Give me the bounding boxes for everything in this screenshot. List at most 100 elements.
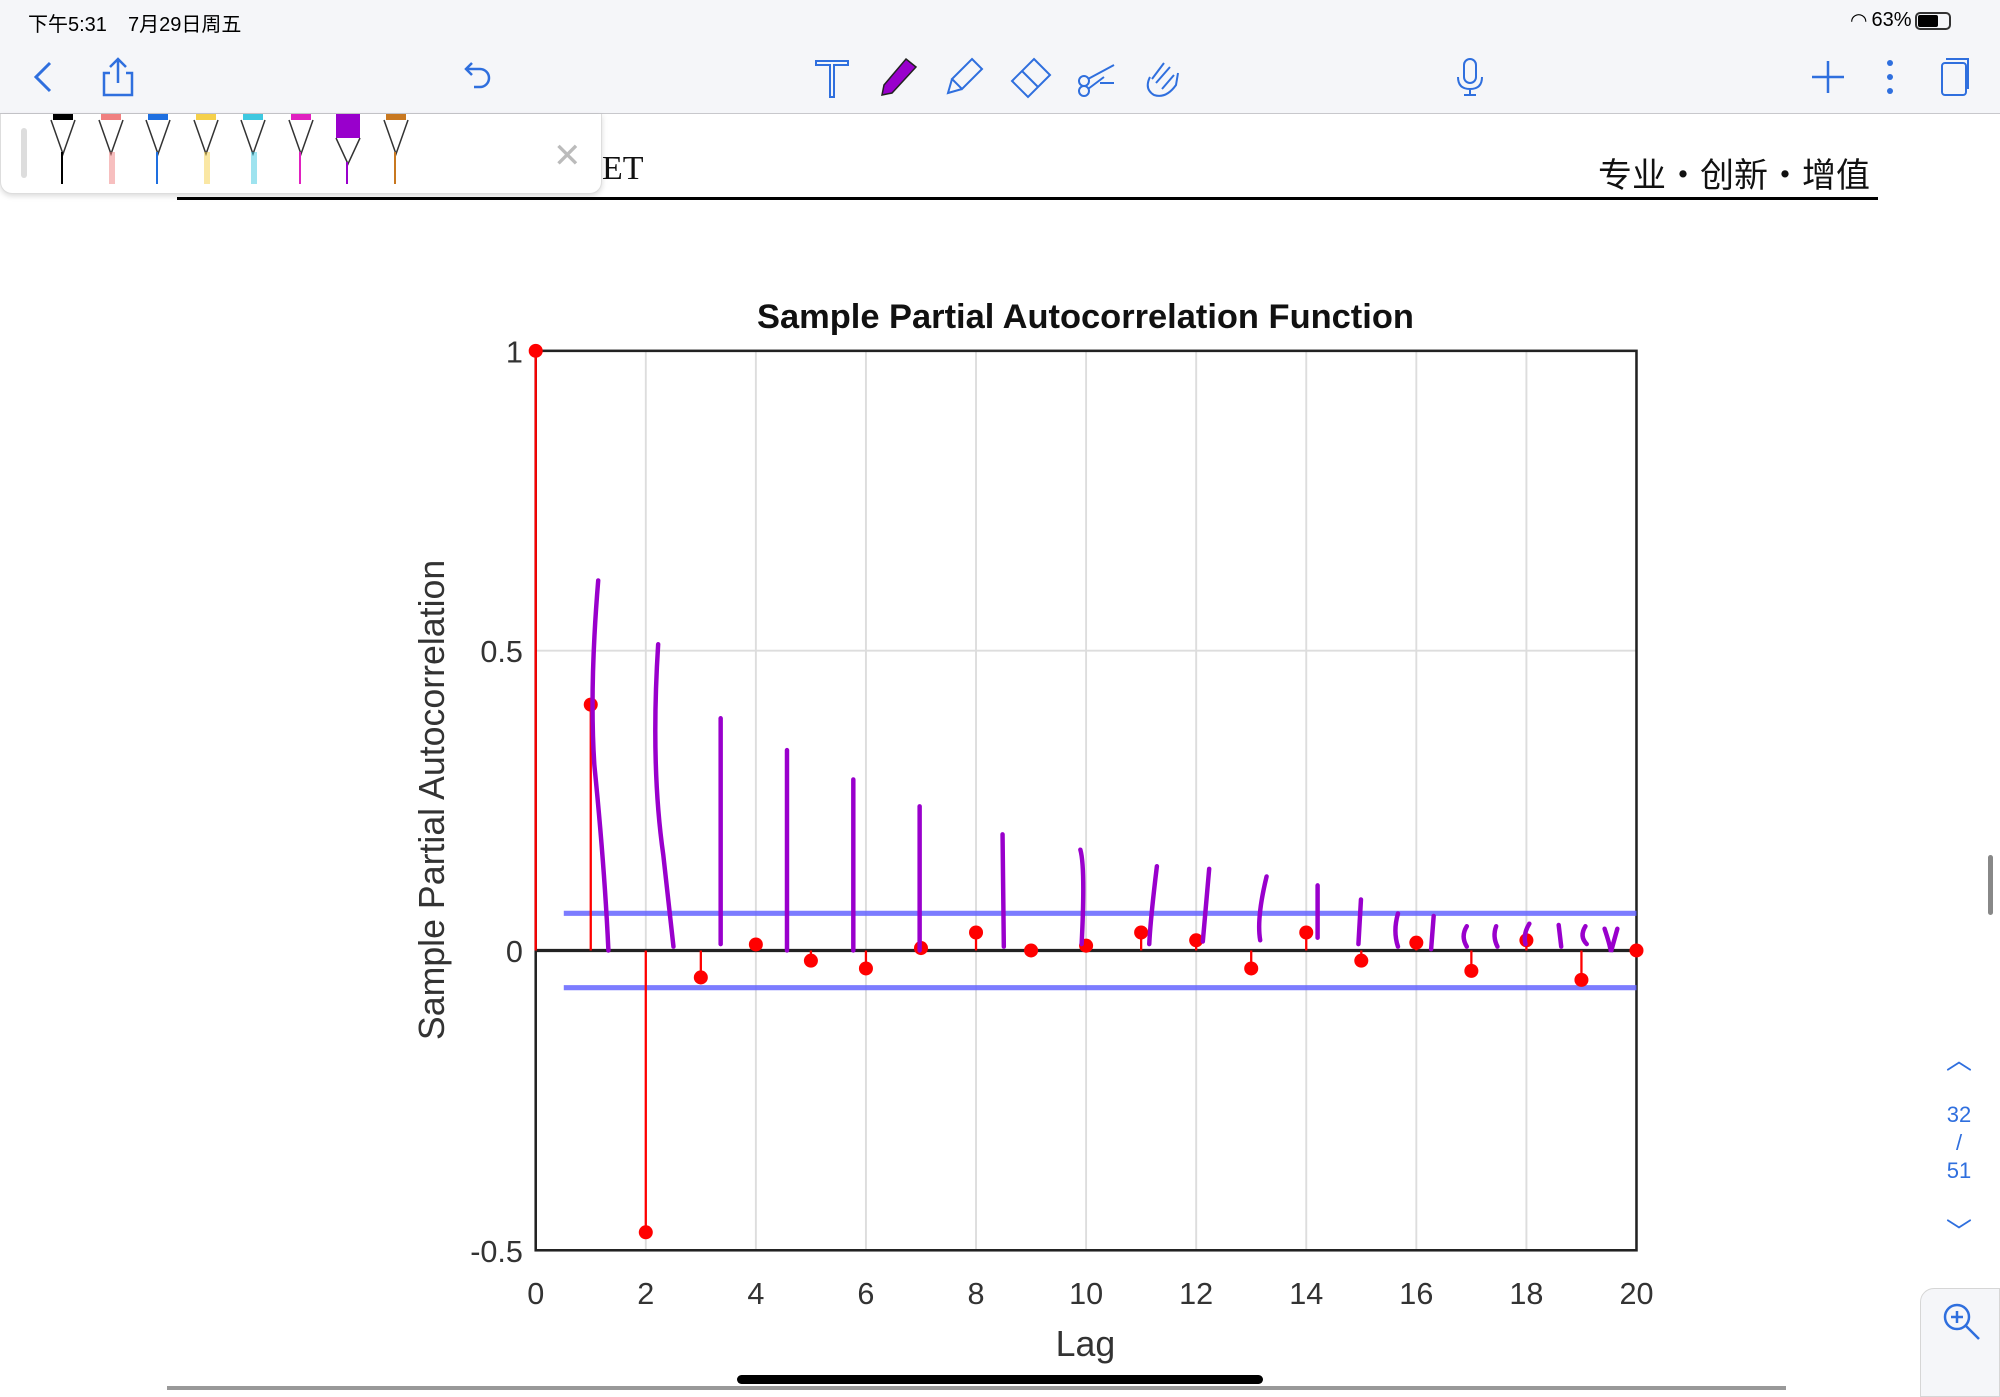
microphone-button[interactable] [1446,52,1494,102]
header-right-text: 专业・创新・增值 [1598,158,1870,195]
stem-marker [638,1225,653,1240]
close-tray-icon[interactable]: ✕ [553,137,582,175]
stem-marker [1464,963,1479,978]
x-tick-label: 2 [637,1277,654,1311]
x-tick-label: 4 [747,1277,764,1311]
pen-color-0[interactable] [41,114,85,190]
x-tick-label: 0 [527,1277,544,1311]
status-date: 7月29日周五 [128,14,242,36]
battery-percent: 63% [1871,9,1912,31]
stem-marker [1629,943,1644,958]
x-tick-label: 16 [1399,1277,1433,1311]
text-tool[interactable] [808,52,856,102]
share-button[interactable] [94,52,142,102]
x-axis-label: Lag [1056,1324,1116,1364]
back-button[interactable] [20,52,68,102]
pencil-icon [240,114,266,184]
microphone-icon [1457,58,1483,96]
top-toolbar: 下午5:31 7月29日周五 ◠ 63% [0,0,2000,114]
back-icon [33,61,52,93]
header-left-text: ET [602,150,644,187]
stem-marker [803,953,818,968]
zoom-button[interactable] [1920,1288,2000,1397]
eraser-tool[interactable] [1006,52,1054,102]
status-time: 下午5:31 [28,14,107,36]
pen-tray: ✕ [0,114,602,194]
eraser-icon [1010,57,1052,99]
scrollbar[interactable] [1988,855,1993,915]
header-rule [177,197,1878,200]
add-button[interactable] [1804,52,1852,102]
pen-color-6[interactable] [326,114,370,190]
tray-drag-handle[interactable] [21,128,27,178]
pencil-icon [382,114,409,184]
x-tick-label: 8 [968,1277,985,1311]
stem-marker [528,343,543,358]
pencil-icon [335,114,361,184]
page-bottom-edge [167,1386,1786,1390]
pen-tool-icon [881,57,918,96]
pen-color-3[interactable] [184,114,228,190]
stem-marker [858,961,873,976]
stem-marker [1409,935,1424,950]
stem-marker [693,970,708,985]
stem-marker [969,925,984,940]
touch-tool[interactable] [1138,52,1186,102]
pages-button[interactable] [1930,52,1978,102]
lasso-scissors-icon [1078,64,1115,97]
pencil-icon [97,114,124,184]
pen-color-1[interactable] [89,114,133,190]
page-up-button[interactable]: ︿ [1945,1045,1972,1075]
page-down-button[interactable]: ﹀ [1945,1217,1972,1247]
page-current: 32 [1946,1102,1972,1127]
pen-color-4[interactable] [231,114,275,190]
pencil-icon [50,114,76,184]
highlighter-tool[interactable] [940,52,988,102]
x-tick-label: 20 [1619,1277,1653,1311]
page-separator: / [1955,1130,1963,1155]
home-indicator[interactable] [737,1375,1263,1384]
more-button[interactable] [1866,52,1914,102]
x-tick-label: 18 [1509,1277,1543,1311]
undo-icon [464,62,491,89]
lasso-tool[interactable] [1072,52,1120,102]
pen-color-2[interactable] [136,114,180,190]
handwritten-annotations [590,578,1620,953]
add-icon [1812,61,1844,93]
stem-marker [1574,972,1589,987]
undo-button[interactable] [452,52,500,102]
pages-icon [1941,58,1969,96]
chart-title: Sample Partial Autocorrelation Function [757,298,1414,336]
stem-marker [1024,943,1039,958]
pencil-icon [145,114,171,184]
status-right: ◠ 63% [1850,8,1952,33]
stem-marker [748,937,763,952]
pencil-icon [192,114,219,184]
more-icon [1887,60,1893,94]
stem-marker [1189,933,1204,948]
x-tick-label: 14 [1289,1277,1323,1311]
y-tick-label: -0.5 [470,1235,523,1269]
text-tool-icon [815,60,849,98]
zoom-in-icon [1943,1303,1980,1340]
pen-tool[interactable] [874,52,922,102]
y-axis-label: Sample Partial Autocorrelation [412,560,452,1040]
pencil-icon [287,114,314,184]
battery-icon [1915,11,1952,30]
y-tick-label: 0.5 [480,635,523,669]
page-total: 51 [1946,1158,1972,1183]
x-tick-label: 12 [1179,1277,1213,1311]
wifi-icon: ◠ [1850,10,1868,32]
x-tick-label: 6 [857,1277,874,1311]
share-icon [102,57,134,97]
highlighter-icon [946,57,984,95]
x-tick-label: 10 [1069,1277,1103,1311]
y-tick-label: 0 [506,935,523,969]
stem-marker [1244,961,1259,976]
pen-color-7[interactable] [374,114,418,190]
pen-color-5[interactable] [279,114,323,190]
y-tick-label: 1 [506,335,523,369]
stem-marker [1134,925,1149,940]
stem-marker [1354,953,1369,968]
